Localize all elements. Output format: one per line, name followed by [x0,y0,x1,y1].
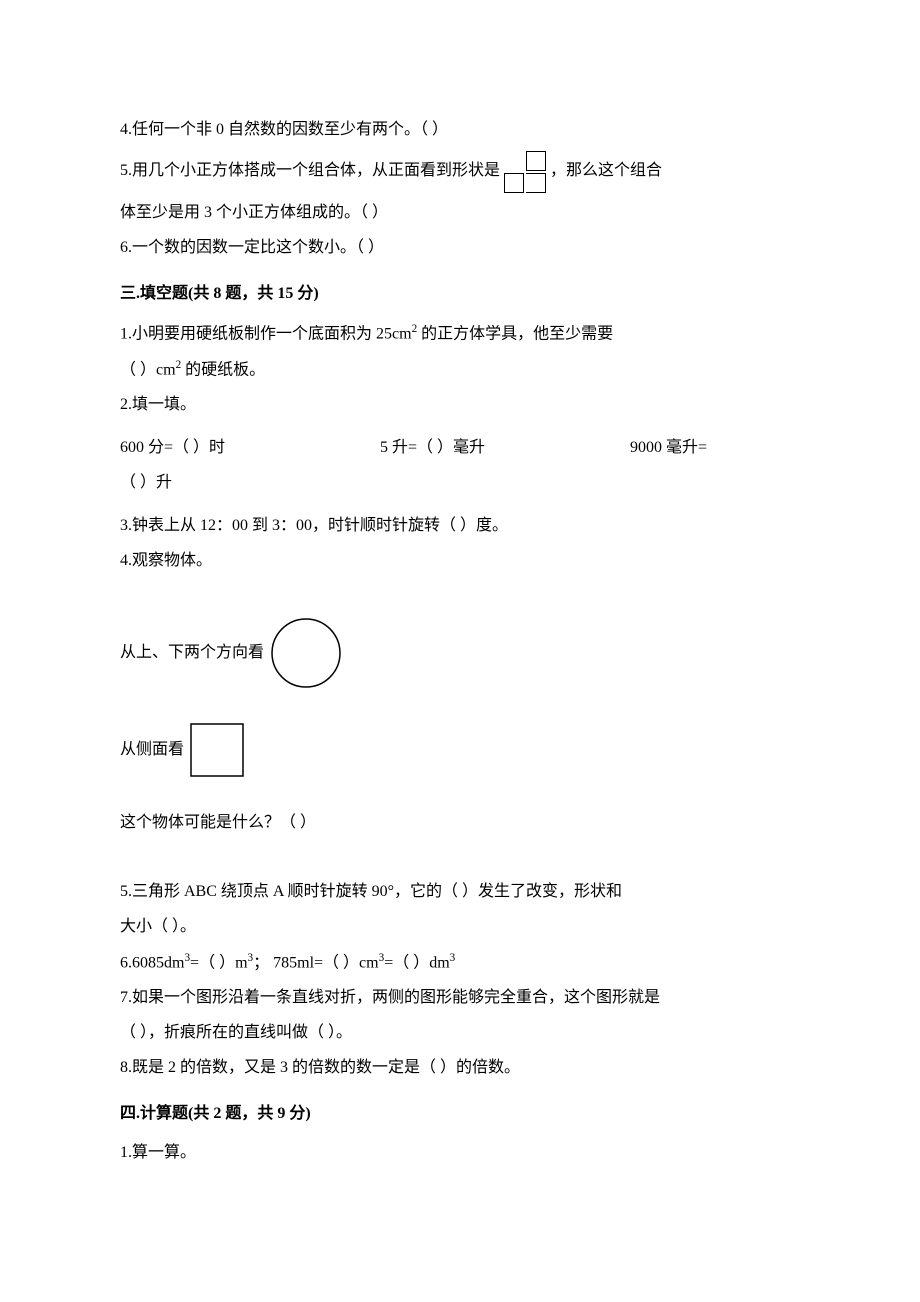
s3-q1-line2: （ ）cm2 的硬纸板。 [120,355,800,385]
s3-q5-line2: 大小（ ）。 [120,913,800,942]
tromino-cell-top-right [526,151,546,171]
tromino-cell-bottom-left [504,173,524,193]
s3-q6: 6.6085dm3=（ ）m3； 785ml=（ ）cm3=（ ）dm3 [120,948,800,978]
s3-q6-sup-d: 3 [450,952,456,964]
section3-title: 三.填空题(共 8 题，共 15 分) [120,280,800,309]
judgment-q4: 4.任何一个非 0 自然数的因数至少有两个。（ ） [120,116,800,145]
s3-q4-ask: 这个物体可能是什么？（ ） [120,809,800,838]
s3-q1-line1: 1.小明要用硬纸板制作一个底面积为 25cm2 的正方体学具，他至少需要 [120,319,800,349]
s3-q7-line2: （ ），折痕所在的直线叫做（ ）。 [120,1019,800,1048]
s3-q4-view2: 从侧面看 [120,721,800,779]
s3-q2-b: 5 升=（ ）毫升 [380,434,590,463]
s3-q2-row2: （ ）升 [120,469,800,498]
s3-q1-text-d: 的硬纸板。 [181,362,265,379]
s3-q2-row1: 600 分=（ ）时 5 升=（ ）毫升 9000 毫升= [120,434,800,463]
judgment-q5-line2: 体至少是用 3 个小正方体组成的。（ ） [120,199,800,228]
s3-q4-view2-label: 从侧面看 [120,736,184,765]
worksheet-page: 4.任何一个非 0 自然数的因数至少有两个。（ ） 5.用几个小正方体搭成一个组… [0,0,920,1302]
s3-q2-c: 9000 毫升= [630,434,707,463]
s3-q6-a: 6.6085dm [120,954,184,971]
q5-post-text: ，那么这个组合 [550,157,662,186]
q5-pre-text: 5.用几个小正方体搭成一个组合体，从正面看到形状是 [120,157,500,186]
s3-q6-b: =（ ）m [190,954,247,971]
circle-icon [268,615,344,691]
s3-q8: 8.既是 2 的倍数，又是 3 的倍数的数一定是（ ）的倍数。 [120,1054,800,1083]
s3-q4-view1: 从上、下两个方向看 [120,615,800,691]
square-icon [188,721,246,779]
tromino-cell-bottom-right [526,173,546,193]
judgment-q5-line1: 5.用几个小正方体搭成一个组合体，从正面看到形状是 ，那么这个组合 [120,151,800,193]
s3-q4-view1-label: 从上、下两个方向看 [120,639,264,668]
s3-q4-label: 4.观察物体。 [120,547,800,576]
s3-q7-line1: 7.如果一个图形沿着一条直线对折，两侧的图形能够完全重合，这个图形就是 [120,984,800,1013]
s3-q3: 3.钟表上从 12：00 到 3：00，时针顺时针旋转（ ）度。 [120,512,800,541]
s3-q1-text-c: （ ）cm [120,362,176,379]
s3-q6-c: ； 785ml=（ ）cm [253,954,378,971]
s3-q5-line1: 5.三角形 ABC 绕顶点 A 顺时针旋转 90°，它的（ ）发生了改变，形状和 [120,878,800,907]
l-tromino-shape [504,151,546,193]
s3-q1-text-b: 的正方体学具，他至少需要 [417,326,613,343]
judgment-q6: 6.一个数的因数一定比这个数小。（ ） [120,234,800,263]
s3-q1-text-a: 1.小明要用硬纸板制作一个底面积为 25cm [120,326,412,343]
section4-title: 四.计算题(共 2 题，共 9 分) [120,1100,800,1129]
s4-q1: 1.算一算。 [120,1139,800,1168]
s3-q2-a: 600 分=（ ）时 [120,434,340,463]
s3-q6-d: =（ ）dm [384,954,449,971]
s3-q2-label: 2.填一填。 [120,391,800,420]
